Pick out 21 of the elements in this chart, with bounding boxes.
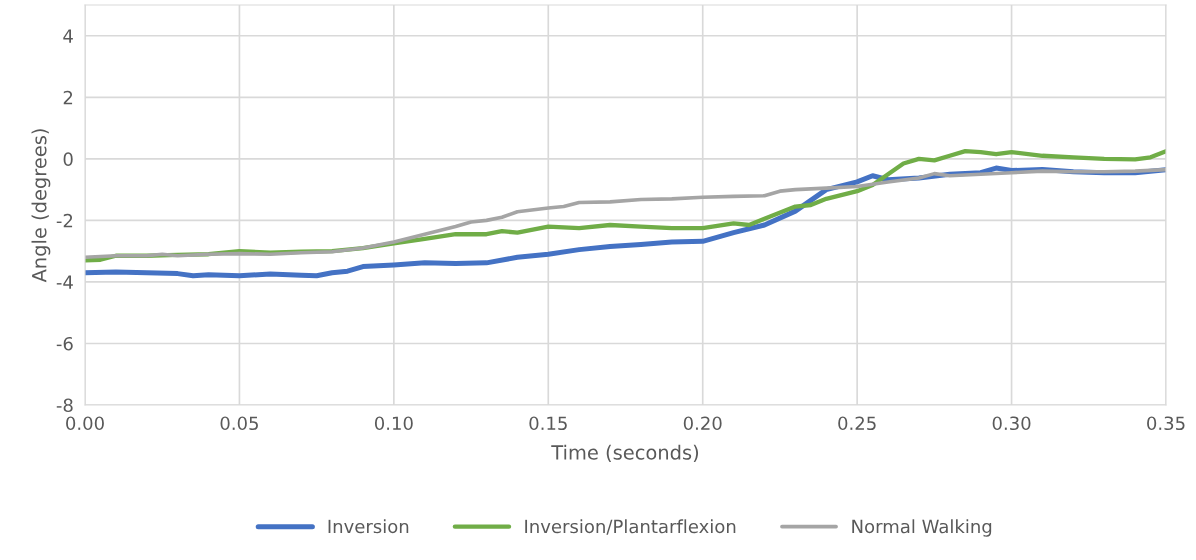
y-tick-label: 0 bbox=[63, 152, 73, 166]
y-axis-title: Angle (degrees) bbox=[31, 129, 51, 283]
x-axis-title: Time (seconds) bbox=[551, 444, 699, 463]
x-tick-label: 0.05 bbox=[220, 416, 258, 431]
y-tick-label: -2 bbox=[56, 213, 73, 228]
legend-label: Inversion/Plantarflexion bbox=[525, 519, 736, 535]
x-tick-label: 0.10 bbox=[374, 416, 413, 431]
y-tick-label: 4 bbox=[63, 29, 73, 43]
y-tick-label: -6 bbox=[56, 336, 73, 351]
y-tick-label: -4 bbox=[56, 275, 73, 289]
legend-label: Normal Walking bbox=[852, 519, 992, 537]
x-tick-label: 0.20 bbox=[683, 416, 722, 431]
x-tick-label: 0.00 bbox=[66, 416, 104, 431]
x-tick-label: 0.25 bbox=[838, 416, 876, 431]
y-tick-label: 2 bbox=[63, 90, 73, 105]
line-series bbox=[85, 167, 1166, 260]
x-tick-label: 0.15 bbox=[529, 416, 567, 431]
x-tick-label: 0.30 bbox=[992, 416, 1031, 431]
legend-label: Inversion bbox=[328, 519, 409, 534]
y-tick-label: -8 bbox=[56, 398, 73, 413]
x-tick-label: 0.35 bbox=[1147, 416, 1185, 431]
